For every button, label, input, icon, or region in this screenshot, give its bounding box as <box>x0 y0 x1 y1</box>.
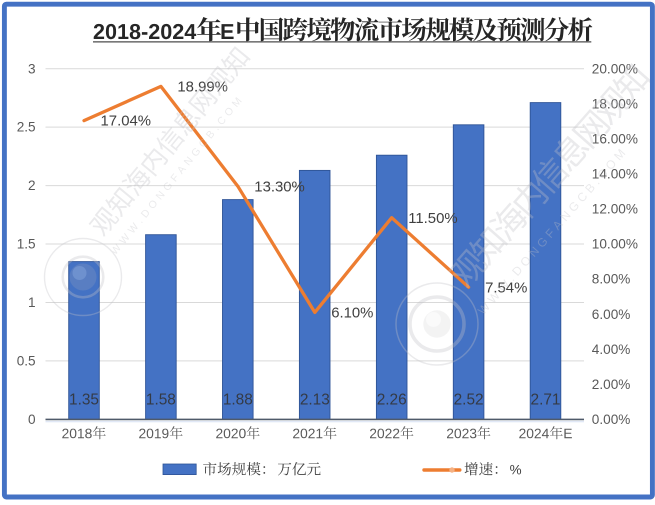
svg-text:1.5: 1.5 <box>17 237 36 252</box>
svg-text:18.00%: 18.00% <box>592 96 638 111</box>
svg-text:18.99%: 18.99% <box>177 80 228 96</box>
svg-text:2.71: 2.71 <box>531 392 561 409</box>
svg-text:6.10%: 6.10% <box>331 306 373 322</box>
svg-text:14.00%: 14.00% <box>592 167 638 182</box>
svg-text:2: 2 <box>28 178 36 193</box>
svg-text:10.00%: 10.00% <box>592 237 638 252</box>
svg-text:0: 0 <box>28 412 36 427</box>
svg-text:4.00%: 4.00% <box>592 342 631 357</box>
svg-text:12.00%: 12.00% <box>592 202 638 217</box>
svg-text:1.88: 1.88 <box>223 392 253 409</box>
svg-text:2.5: 2.5 <box>17 120 36 135</box>
svg-text:8.00%: 8.00% <box>592 272 631 287</box>
svg-text:16.00%: 16.00% <box>592 131 638 146</box>
svg-text:0.00%: 0.00% <box>592 412 631 427</box>
svg-text:20.00%: 20.00% <box>592 61 638 76</box>
svg-text:6.00%: 6.00% <box>592 307 631 322</box>
svg-text:1: 1 <box>28 295 36 310</box>
svg-text:7.54%: 7.54% <box>485 280 527 296</box>
svg-text:0.5: 0.5 <box>17 354 36 369</box>
svg-text:1.35: 1.35 <box>69 392 99 409</box>
svg-text:1.58: 1.58 <box>146 392 176 409</box>
svg-text:2.13: 2.13 <box>300 392 330 409</box>
svg-text:17.04%: 17.04% <box>101 114 152 130</box>
svg-text:2.00%: 2.00% <box>592 377 631 392</box>
svg-text:13.30%: 13.30% <box>254 179 305 195</box>
svg-text:2.52: 2.52 <box>454 392 484 409</box>
svg-text:3: 3 <box>28 61 36 76</box>
svg-text:11.50%: 11.50% <box>408 211 457 227</box>
svg-text:2.26: 2.26 <box>377 392 407 409</box>
